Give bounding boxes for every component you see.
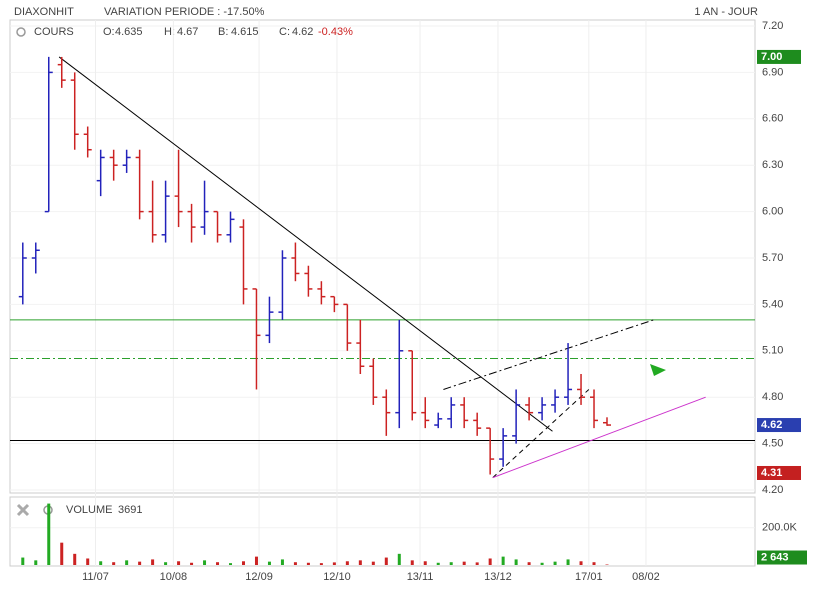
quote-open-label: O: bbox=[103, 26, 115, 38]
price-panel bbox=[9, 19, 756, 494]
volume-bar bbox=[462, 561, 466, 565]
volume-bar bbox=[449, 562, 453, 565]
change: -0.43% bbox=[318, 26, 353, 38]
volume-bar bbox=[488, 558, 492, 565]
volume-bar bbox=[177, 561, 181, 565]
y-tick-label: 7.20 bbox=[762, 20, 783, 32]
close-icon[interactable] bbox=[16, 503, 30, 517]
period: 1 AN - JOUR bbox=[694, 6, 758, 18]
x-tick-label: 11/07 bbox=[82, 571, 109, 583]
volume-bar bbox=[229, 563, 233, 565]
volume-bar bbox=[60, 542, 64, 565]
volume-bar bbox=[216, 562, 220, 565]
price-marker-label: 4.31 bbox=[761, 467, 782, 479]
quote-high-label: H: bbox=[164, 26, 175, 38]
volume-value: 3691 bbox=[118, 504, 142, 516]
x-tick-label: 08/02 bbox=[632, 571, 660, 583]
volume-bar bbox=[293, 562, 297, 565]
volume-bar bbox=[47, 503, 51, 565]
volume-marker bbox=[757, 550, 807, 565]
trendline bbox=[58, 56, 553, 432]
trendline bbox=[492, 396, 706, 479]
volume-bar bbox=[332, 562, 336, 565]
volume-bar bbox=[475, 562, 479, 565]
price-marker bbox=[757, 418, 801, 433]
volume-bar bbox=[241, 561, 245, 565]
volume-bar bbox=[190, 562, 194, 565]
y-tick-label: 5.40 bbox=[762, 298, 783, 310]
price-marker-label: 7.00 bbox=[761, 51, 782, 63]
x-tick-label: 12/10 bbox=[323, 571, 351, 583]
trendline bbox=[492, 389, 590, 478]
volume-bar bbox=[34, 560, 38, 565]
volume-bar bbox=[125, 560, 129, 565]
y-tick-label: 6.60 bbox=[762, 113, 783, 125]
y-tick-label: 5.70 bbox=[762, 252, 783, 264]
title: DIAXONHIT bbox=[14, 6, 74, 18]
y-tick-label: 6.30 bbox=[762, 159, 783, 171]
volume-bar bbox=[527, 562, 531, 565]
volume-bar bbox=[203, 560, 207, 565]
volume-bar bbox=[21, 557, 25, 565]
y-tick-label: 4.80 bbox=[762, 391, 783, 403]
price-marker bbox=[757, 49, 801, 64]
subtitle: VARIATION PERIODE : -17.50% bbox=[104, 6, 265, 18]
x-tick-label: 13/11 bbox=[407, 571, 434, 583]
volume-bar bbox=[553, 561, 557, 565]
volume-bar bbox=[371, 561, 375, 565]
y-tick-label: 6.00 bbox=[762, 206, 783, 218]
x-tick-label: 17/01 bbox=[575, 571, 603, 583]
volume-bar bbox=[540, 562, 544, 565]
gear-icon[interactable] bbox=[16, 27, 26, 37]
volume-bar bbox=[73, 553, 77, 565]
quote-low: 4.615 bbox=[231, 26, 259, 38]
y2-tick-label: 200.0K bbox=[762, 522, 798, 534]
volume-bar bbox=[151, 559, 155, 565]
volume-bar bbox=[319, 563, 323, 565]
volume-marker-label: 2 643 bbox=[761, 551, 789, 563]
x-tick-label: 10/08 bbox=[160, 571, 188, 583]
trendline bbox=[443, 319, 654, 390]
volume-bar bbox=[164, 562, 168, 565]
volume-bar bbox=[358, 560, 362, 565]
price-marker-label: 4.62 bbox=[761, 419, 782, 431]
volume-bar bbox=[423, 561, 427, 565]
volume-bar bbox=[306, 562, 310, 565]
quote-close-label: C: bbox=[279, 26, 290, 38]
volume-bar bbox=[410, 560, 414, 565]
volume-bar bbox=[501, 556, 505, 565]
x-tick-label: 12/09 bbox=[245, 571, 273, 583]
price-marker bbox=[757, 465, 801, 480]
volume-bar bbox=[579, 561, 583, 565]
volume-bar bbox=[397, 553, 401, 565]
arrow bbox=[650, 364, 666, 376]
quote-open: 4.635 bbox=[115, 26, 143, 38]
volume-bar bbox=[384, 557, 388, 565]
volume-bar bbox=[254, 556, 258, 565]
volume-bar bbox=[514, 559, 518, 565]
y-tick-label: 4.50 bbox=[762, 438, 783, 450]
volume-panel bbox=[9, 496, 756, 567]
y-tick-label: 5.10 bbox=[762, 345, 783, 357]
series-label: COURS bbox=[34, 26, 74, 38]
volume-label: VOLUME bbox=[66, 504, 112, 516]
quote-close: 4.62 bbox=[292, 26, 313, 38]
volume-bar bbox=[267, 561, 271, 565]
volume-bar bbox=[86, 558, 90, 565]
volume-bar bbox=[138, 561, 142, 565]
volume-bar bbox=[345, 561, 349, 565]
x-tick-label: 13/12 bbox=[484, 571, 512, 583]
volume-bar bbox=[280, 559, 284, 565]
y-tick-label: 4.20 bbox=[762, 484, 783, 496]
volume-bar bbox=[566, 559, 570, 565]
volume-bar bbox=[112, 562, 116, 565]
quote-high: 4.67 bbox=[177, 26, 198, 38]
quote-low-label: B: bbox=[218, 26, 228, 38]
y-tick-label: 6.90 bbox=[762, 66, 783, 78]
volume-bar bbox=[436, 562, 440, 565]
volume-bar bbox=[99, 561, 103, 565]
volume-bar bbox=[592, 562, 596, 565]
